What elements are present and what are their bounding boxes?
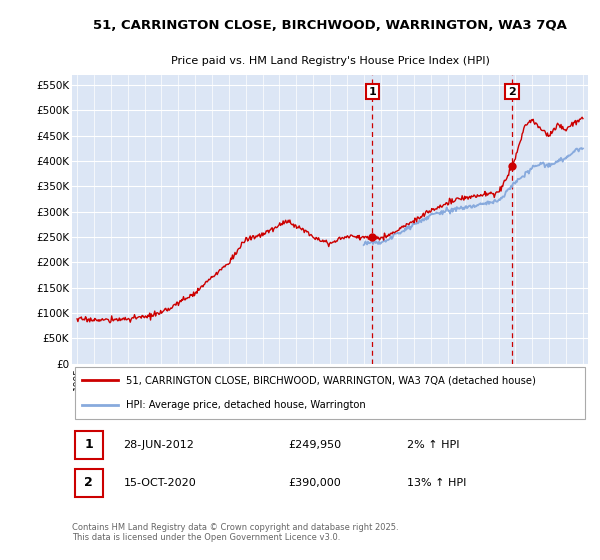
Text: 2: 2 <box>508 87 516 96</box>
Text: 28-JUN-2012: 28-JUN-2012 <box>124 440 194 450</box>
Text: Price paid vs. HM Land Registry's House Price Index (HPI): Price paid vs. HM Land Registry's House … <box>170 56 490 66</box>
Text: 2: 2 <box>85 476 93 489</box>
Text: 1: 1 <box>85 438 93 451</box>
Text: 51, CARRINGTON CLOSE, BIRCHWOOD, WARRINGTON, WA3 7QA: 51, CARRINGTON CLOSE, BIRCHWOOD, WARRING… <box>93 18 567 32</box>
Text: 51, CARRINGTON CLOSE, BIRCHWOOD, WARRINGTON, WA3 7QA (detached house): 51, CARRINGTON CLOSE, BIRCHWOOD, WARRING… <box>126 375 536 385</box>
Text: Contains HM Land Registry data © Crown copyright and database right 2025.
This d: Contains HM Land Registry data © Crown c… <box>72 522 398 542</box>
FancyBboxPatch shape <box>74 367 586 419</box>
Text: £390,000: £390,000 <box>289 478 341 488</box>
Text: 15-OCT-2020: 15-OCT-2020 <box>124 478 196 488</box>
FancyBboxPatch shape <box>74 469 103 497</box>
Text: £249,950: £249,950 <box>289 440 342 450</box>
Text: 2% ↑ HPI: 2% ↑ HPI <box>407 440 460 450</box>
Text: 13% ↑ HPI: 13% ↑ HPI <box>407 478 467 488</box>
Text: HPI: Average price, detached house, Warrington: HPI: Average price, detached house, Warr… <box>126 400 366 410</box>
FancyBboxPatch shape <box>74 431 103 459</box>
Text: 1: 1 <box>368 87 376 96</box>
